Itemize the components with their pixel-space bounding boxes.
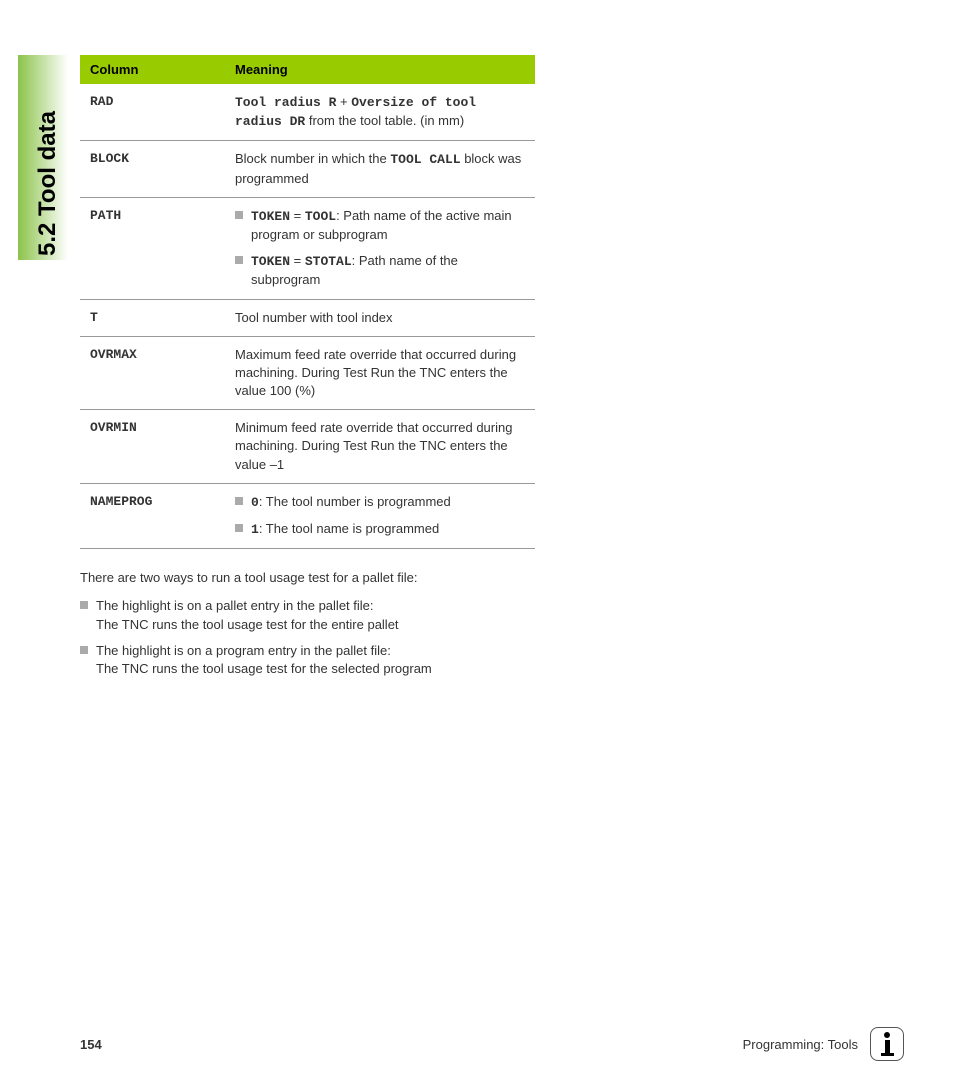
main-content: Column Meaning RAD Tool radius R + Overs… xyxy=(80,55,535,686)
text: = xyxy=(290,208,305,223)
text-line2: The TNC runs the tool usage test for the… xyxy=(96,617,399,632)
text-bold: TOOL xyxy=(305,209,336,224)
tool-data-table: Column Meaning RAD Tool radius R + Overs… xyxy=(80,55,535,549)
cell-label-ovrmin: OVRMIN xyxy=(80,410,225,484)
bullet-square-icon xyxy=(235,256,243,264)
bullet-square-icon xyxy=(80,646,88,654)
cell-meaning-block: Block number in which the TOOL CALL bloc… xyxy=(225,141,535,197)
info-icon xyxy=(870,1027,904,1061)
text-bold: Tool radius R xyxy=(235,95,336,110)
bullet-item: The highlight is on a pallet entry in th… xyxy=(80,597,535,633)
paragraph-intro: There are two ways to run a tool usage t… xyxy=(80,569,535,587)
cell-label-ovrmax: OVRMAX xyxy=(80,336,225,410)
footer-right: Programming: Tools xyxy=(743,1027,904,1061)
info-icon-base xyxy=(881,1053,894,1056)
text-bold: TOOL CALL xyxy=(390,152,460,167)
text-bold: 1 xyxy=(251,522,259,537)
bullet-text: The highlight is on a pallet entry in th… xyxy=(96,597,535,633)
header-meaning: Meaning xyxy=(225,55,535,84)
text: + xyxy=(336,94,351,109)
bullet-square-icon xyxy=(80,601,88,609)
info-icon-stem xyxy=(885,1040,890,1053)
outer-bullets: The highlight is on a pallet entry in th… xyxy=(80,597,535,678)
cell-meaning-path: TOKEN = TOOL: Path name of the active ma… xyxy=(225,197,535,299)
text-line1: The highlight is on a program entry in t… xyxy=(96,643,391,658)
text-bold: TOKEN xyxy=(251,209,290,224)
header-column: Column xyxy=(80,55,225,84)
text: = xyxy=(290,253,305,268)
table-row: OVRMAX Maximum feed rate override that o… xyxy=(80,336,535,410)
page-number: 154 xyxy=(80,1037,102,1052)
text: Block number in which the xyxy=(235,151,390,166)
info-icon-dot xyxy=(884,1032,890,1038)
bullet-item: 1: The tool name is programmed xyxy=(235,520,525,539)
cell-meaning-ovrmin: Minimum feed rate override that occurred… xyxy=(225,410,535,484)
bullet-text: TOKEN = TOOL: Path name of the active ma… xyxy=(251,207,525,244)
text: from the tool table. (in mm) xyxy=(305,113,464,128)
bullet-text: The highlight is on a program entry in t… xyxy=(96,642,535,678)
bullet-text: 0: The tool number is programmed xyxy=(251,493,525,512)
bullet-text: 1: The tool name is programmed xyxy=(251,520,525,539)
page-footer: 154 Programming: Tools xyxy=(80,1027,904,1061)
text: : The tool name is programmed xyxy=(259,521,439,536)
cell-meaning-t: Tool number with tool index xyxy=(225,299,535,336)
cell-label-rad: RAD xyxy=(80,84,225,141)
text-line2: The TNC runs the tool usage test for the… xyxy=(96,661,432,676)
bullet-text: TOKEN = STOTAL: Path name of the subprog… xyxy=(251,252,525,289)
table-header-row: Column Meaning xyxy=(80,55,535,84)
cell-meaning-nameprog: 0: The tool number is programmed 1: The … xyxy=(225,483,535,548)
cell-label-nameprog: NAMEPROG xyxy=(80,483,225,548)
table-row: RAD Tool radius R + Oversize of tool rad… xyxy=(80,84,535,141)
text-bold: STOTAL xyxy=(305,254,352,269)
footer-section-label: Programming: Tools xyxy=(743,1037,858,1052)
text-line1: The highlight is on a pallet entry in th… xyxy=(96,598,374,613)
text-bold: 0 xyxy=(251,495,259,510)
cell-label-path: PATH xyxy=(80,197,225,299)
cell-label-block: BLOCK xyxy=(80,141,225,197)
bullet-item: 0: The tool number is programmed xyxy=(235,493,525,512)
bullet-item: TOKEN = TOOL: Path name of the active ma… xyxy=(235,207,525,244)
bullet-square-icon xyxy=(235,524,243,532)
bullet-item: The highlight is on a program entry in t… xyxy=(80,642,535,678)
bullet-item: TOKEN = STOTAL: Path name of the subprog… xyxy=(235,252,525,289)
table-row: OVRMIN Minimum feed rate override that o… xyxy=(80,410,535,484)
table-row: BLOCK Block number in which the TOOL CAL… xyxy=(80,141,535,197)
cell-meaning-rad: Tool radius R + Oversize of tool radius … xyxy=(225,84,535,141)
text: : The tool number is programmed xyxy=(259,494,451,509)
bullet-square-icon xyxy=(235,497,243,505)
bullet-square-icon xyxy=(235,211,243,219)
table-row: PATH TOKEN = TOOL: Path name of the acti… xyxy=(80,197,535,299)
text-bold: TOKEN xyxy=(251,254,290,269)
cell-label-t: T xyxy=(80,299,225,336)
table-row: NAMEPROG 0: The tool number is programme… xyxy=(80,483,535,548)
table-row: T Tool number with tool index xyxy=(80,299,535,336)
section-title: 5.2 Tool data xyxy=(34,111,62,256)
cell-meaning-ovrmax: Maximum feed rate override that occurred… xyxy=(225,336,535,410)
